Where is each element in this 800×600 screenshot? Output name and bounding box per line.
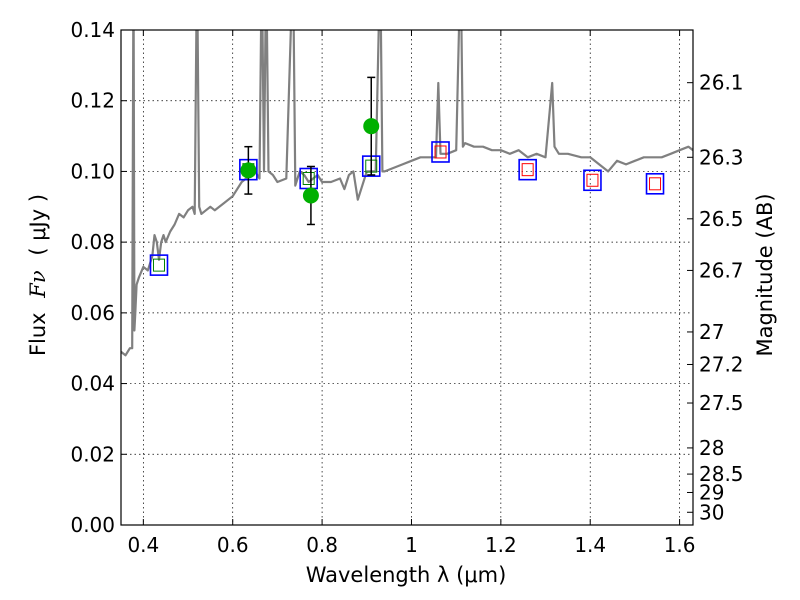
- y-tick-label: 0.02: [70, 442, 115, 466]
- y-tick-label: 0.00: [70, 513, 115, 537]
- x-tick-label: 1.4: [574, 533, 606, 557]
- y-tick-label: 0.10: [70, 159, 115, 183]
- mag-tick-label: 26.1: [699, 71, 744, 95]
- mag-tick-label: 27: [699, 320, 724, 344]
- mag-tick-label: 26.7: [699, 258, 744, 282]
- grid-lines: [121, 29, 693, 526]
- y-tick-label: 0.06: [70, 301, 115, 325]
- filter-band-box: [152, 258, 165, 272]
- y-axis-label-variable: Fν: [26, 270, 50, 299]
- y-axis-label-prefix: Flux: [26, 312, 50, 356]
- mag-tick-label: 29: [699, 480, 724, 504]
- mag-tick-label: 26.3: [699, 145, 744, 169]
- model-band-box: [149, 254, 169, 276]
- secondary-y-axis-label: Magnitude (AB): [753, 193, 777, 356]
- observed-flux-point: [302, 187, 319, 204]
- filter-band-box: [434, 145, 447, 159]
- filter-band-box: [586, 173, 599, 187]
- model-band-box: [518, 158, 537, 181]
- mag-tick-label: 27.5: [699, 391, 744, 415]
- x-tick-label: 0.4: [127, 533, 159, 557]
- observed-flux-point: [363, 118, 380, 135]
- mag-tick-label: 28: [699, 436, 724, 460]
- model-band-box: [431, 141, 450, 163]
- x-tick-label: 0.6: [217, 533, 249, 557]
- svg-text:Flux Fν ( μJy ): Flux Fν ( μJy ): [26, 194, 50, 356]
- axes-frame: [120, 29, 694, 526]
- plot-area: [121, 30, 693, 357]
- mag-tick-label: 28.5: [699, 462, 744, 486]
- y-axis-label-unit: ( μJy ): [26, 194, 50, 256]
- observed-flux-point: [240, 162, 257, 179]
- y-axis-label: Flux Fν ( μJy ): [26, 194, 50, 356]
- filter-band-box: [302, 172, 315, 185]
- mag-tick-label: 30: [699, 500, 724, 524]
- mag-tick-label: 27.2: [699, 352, 744, 376]
- axis-ticks: 0.4 0.6 0.8 1 1.2 1.4 1.6 0.00 0.02 0.04 0.06 0.08 0…: [70, 18, 743, 557]
- model-band-box: [645, 173, 665, 195]
- x-axis-label: Wavelength λ (μm): [306, 563, 507, 587]
- filter-band-box: [521, 163, 534, 177]
- y-tick-label: 0.14: [70, 18, 115, 42]
- x-tick-label: 1: [405, 533, 418, 557]
- x-tick-label: 1.2: [485, 533, 517, 557]
- model-band-box: [583, 169, 602, 192]
- model-spectrum-line: [121, 30, 693, 357]
- mag-tick-label: 26.5: [699, 207, 744, 231]
- y-tick-label: 0.12: [70, 89, 115, 113]
- y-tick-label: 0.08: [70, 230, 115, 254]
- y-tick-label: 0.04: [70, 372, 115, 396]
- x-tick-label: 1.6: [664, 533, 696, 557]
- x-tick-label: 0.8: [306, 533, 338, 557]
- filter-band-box: [649, 177, 662, 191]
